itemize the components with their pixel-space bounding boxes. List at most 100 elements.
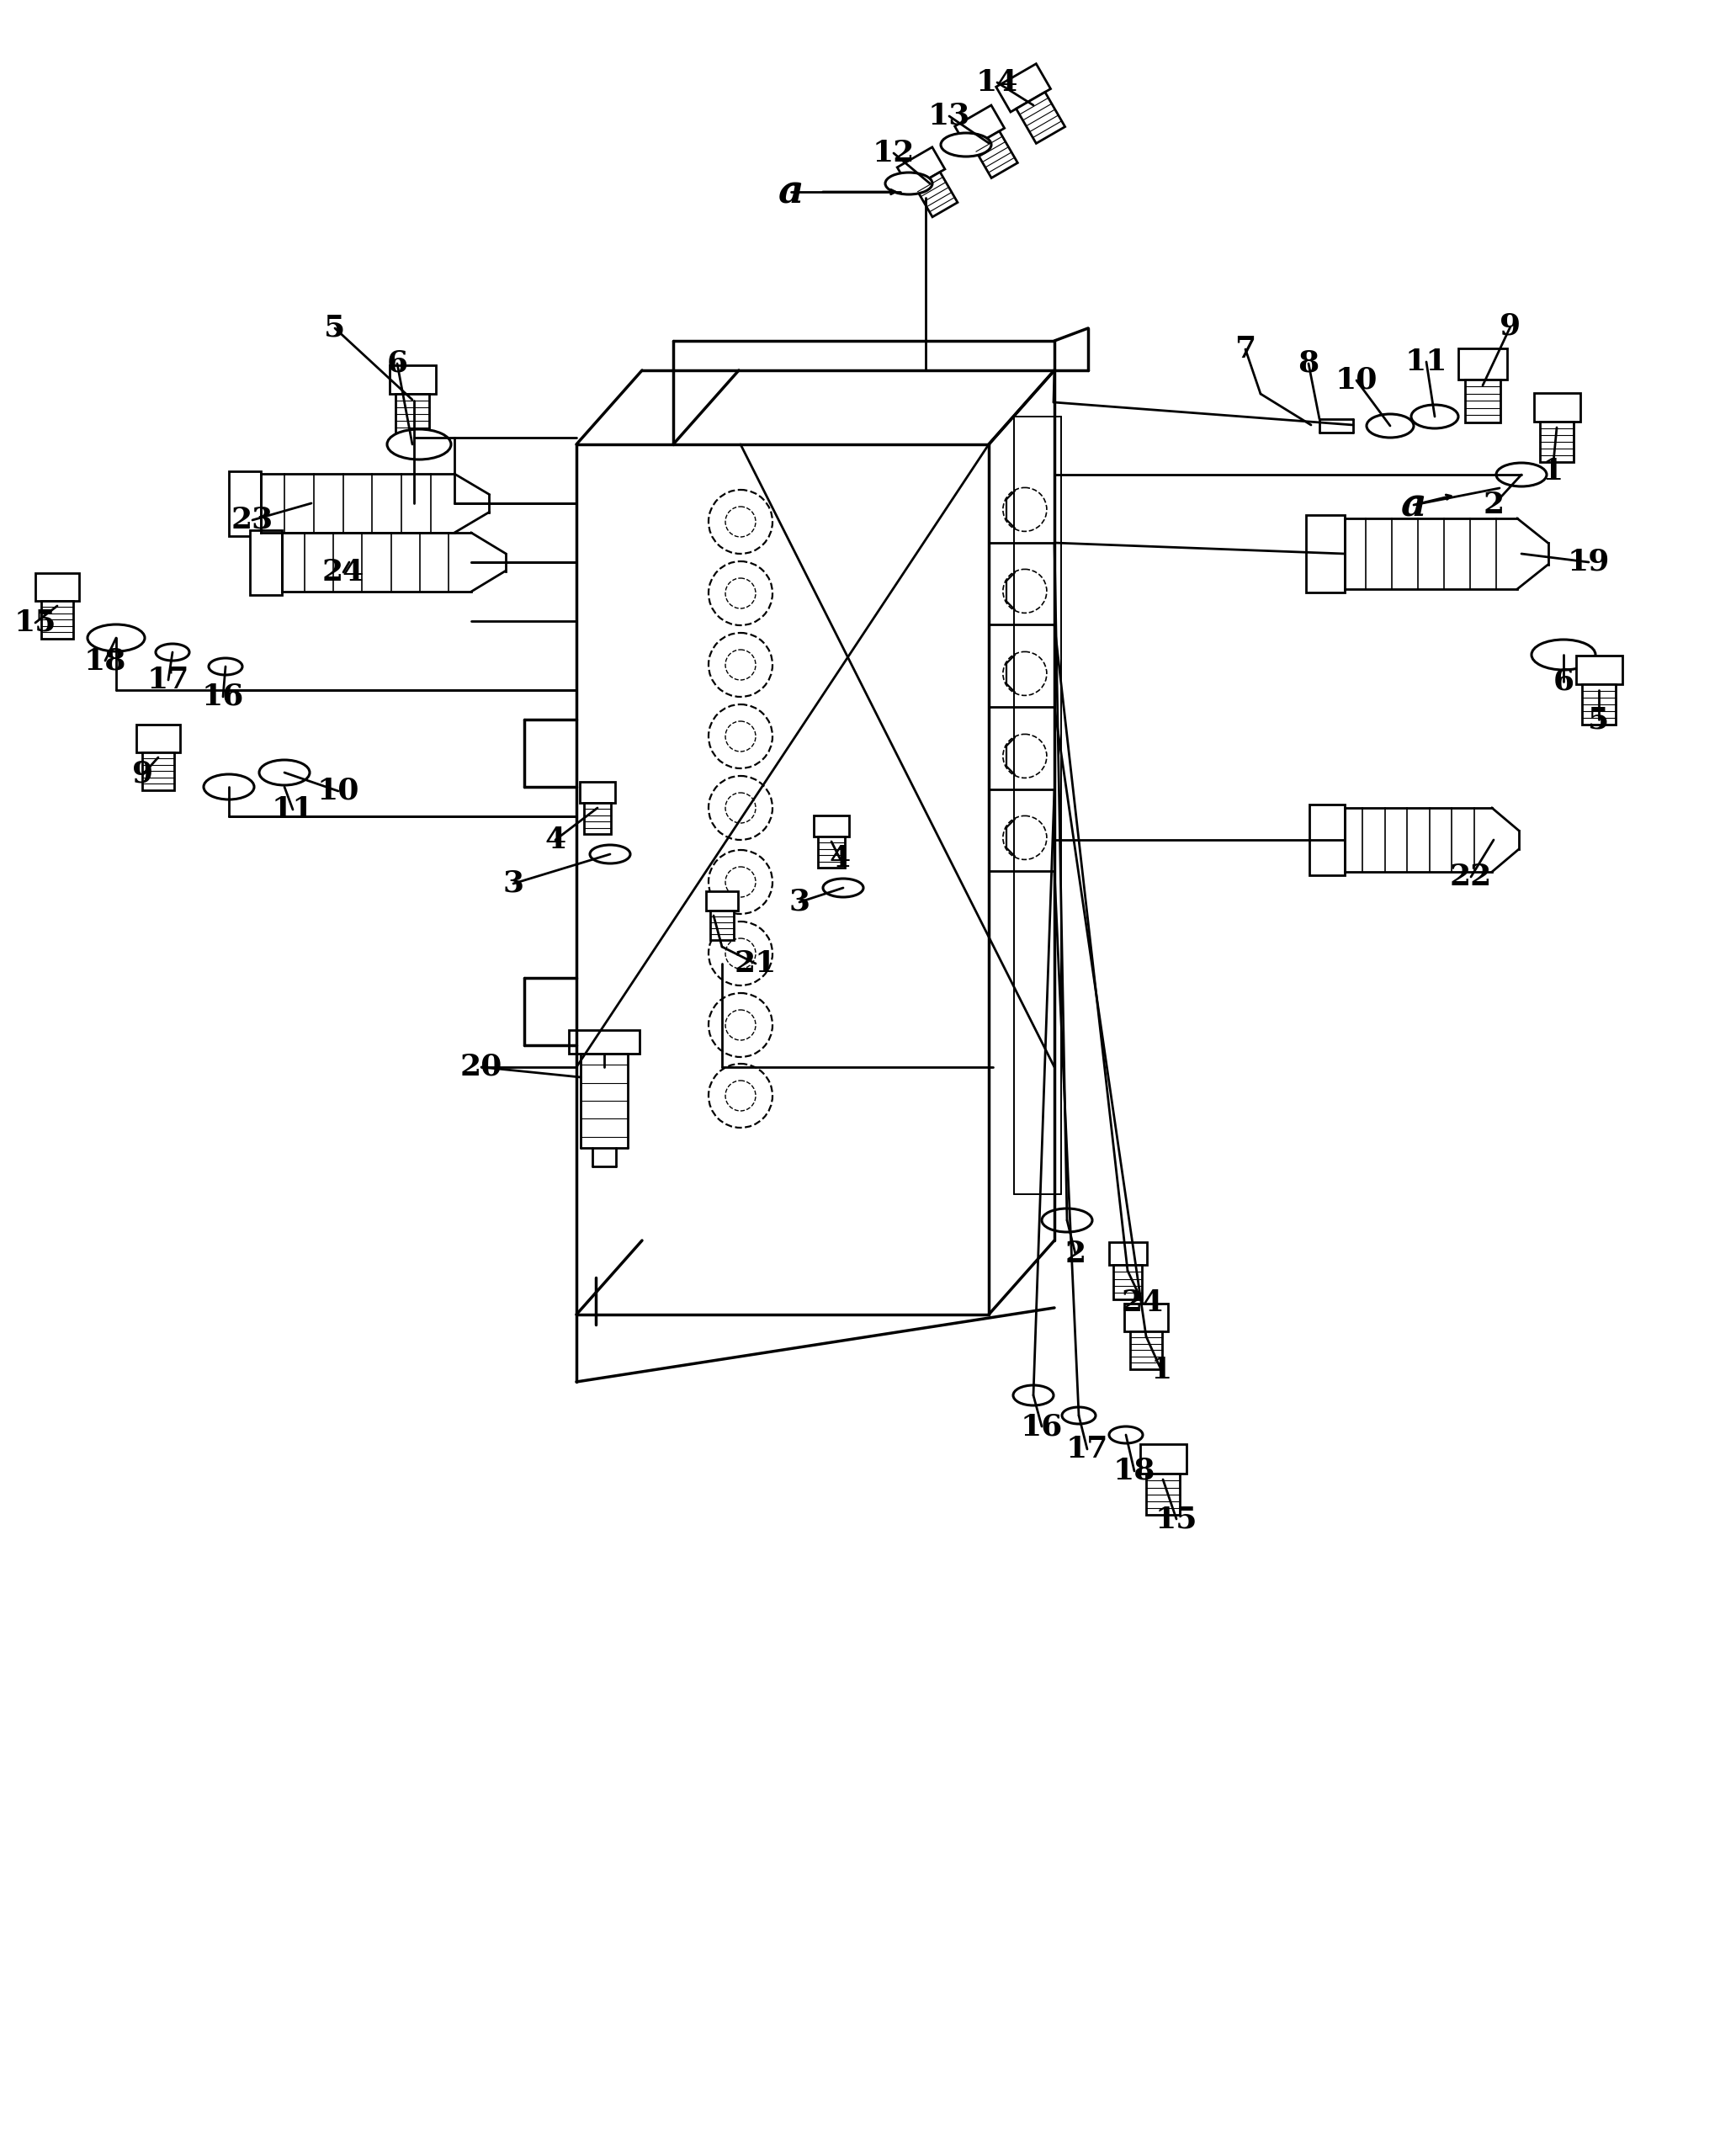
Bar	[580, 782, 615, 803]
Text: 14: 14	[976, 68, 1019, 96]
Circle shape	[726, 507, 755, 537]
Text: 7: 7	[1234, 334, 1255, 364]
Bar	[1305, 515, 1345, 592]
Bar	[585, 803, 611, 835]
Ellipse shape	[208, 658, 243, 675]
Text: 12: 12	[873, 138, 915, 168]
Text: 2: 2	[1483, 490, 1503, 520]
Bar	[1125, 1304, 1168, 1331]
Text: 6: 6	[387, 349, 408, 377]
Text: 19: 19	[1568, 547, 1609, 577]
Text: 15: 15	[1154, 1504, 1198, 1534]
Circle shape	[1003, 735, 1047, 777]
Ellipse shape	[1042, 1208, 1092, 1231]
Bar	[974, 132, 1017, 179]
Circle shape	[708, 775, 773, 839]
Text: 5: 5	[1588, 705, 1609, 735]
Text: 10: 10	[318, 777, 359, 805]
Text: 11: 11	[271, 794, 314, 824]
Text: 16: 16	[201, 682, 245, 711]
Bar	[142, 752, 174, 790]
Text: 17: 17	[1066, 1436, 1108, 1463]
Text: 1: 1	[1151, 1357, 1172, 1384]
Circle shape	[708, 850, 773, 914]
Text: 2: 2	[1064, 1240, 1087, 1267]
Text: 17: 17	[148, 667, 189, 694]
Circle shape	[708, 633, 773, 697]
Text: 24: 24	[323, 558, 365, 586]
Bar	[707, 890, 738, 912]
Ellipse shape	[259, 760, 309, 786]
Bar	[710, 912, 734, 939]
Ellipse shape	[885, 173, 932, 194]
Bar	[229, 471, 260, 535]
Bar	[1465, 379, 1500, 422]
Text: 24: 24	[1121, 1289, 1163, 1316]
Bar	[1130, 1331, 1161, 1370]
Bar	[955, 104, 1005, 149]
Text: 4: 4	[545, 826, 566, 854]
Text: 3: 3	[503, 869, 524, 899]
Text: 11: 11	[1404, 347, 1448, 377]
Text: 9: 9	[1500, 313, 1521, 341]
Circle shape	[726, 577, 755, 609]
Text: 13: 13	[929, 102, 970, 130]
Bar	[1581, 684, 1616, 724]
Circle shape	[1003, 488, 1047, 530]
Text: 5: 5	[325, 313, 345, 343]
Text: 16: 16	[1021, 1412, 1062, 1440]
Text: 3: 3	[788, 888, 811, 916]
Ellipse shape	[387, 430, 451, 460]
Circle shape	[726, 722, 755, 752]
Circle shape	[708, 922, 773, 986]
Bar	[1016, 92, 1064, 143]
Circle shape	[726, 1080, 755, 1112]
Bar	[42, 601, 73, 639]
Circle shape	[708, 1063, 773, 1127]
Bar	[1458, 349, 1507, 379]
Text: 20: 20	[460, 1052, 502, 1082]
Ellipse shape	[1014, 1384, 1054, 1406]
Ellipse shape	[823, 878, 863, 897]
Ellipse shape	[156, 643, 189, 660]
Circle shape	[708, 705, 773, 769]
Bar	[137, 724, 181, 752]
Bar	[389, 364, 436, 394]
Text: 22: 22	[1450, 863, 1491, 890]
Bar	[1109, 1242, 1146, 1265]
Ellipse shape	[87, 624, 144, 652]
Circle shape	[1003, 816, 1047, 861]
Ellipse shape	[1411, 405, 1458, 428]
Bar	[1540, 422, 1573, 462]
Ellipse shape	[1496, 462, 1547, 486]
Ellipse shape	[1531, 639, 1595, 671]
Bar	[1146, 1474, 1179, 1514]
Circle shape	[708, 562, 773, 626]
Text: 1: 1	[1542, 458, 1562, 486]
Bar	[569, 1031, 639, 1054]
Text: 18: 18	[83, 645, 127, 675]
Bar	[915, 173, 958, 217]
Bar	[35, 573, 80, 601]
Text: 18: 18	[1113, 1457, 1156, 1485]
Text: a: a	[778, 173, 804, 211]
Circle shape	[1003, 569, 1047, 613]
Ellipse shape	[941, 132, 991, 155]
Circle shape	[708, 993, 773, 1056]
Bar	[250, 530, 281, 594]
Circle shape	[726, 650, 755, 679]
Circle shape	[708, 490, 773, 554]
Bar	[818, 837, 845, 867]
Bar	[1113, 1265, 1142, 1299]
Circle shape	[726, 1010, 755, 1039]
Text: 8: 8	[1299, 349, 1319, 377]
Ellipse shape	[1109, 1427, 1142, 1444]
Bar	[1533, 394, 1580, 422]
Text: 21: 21	[734, 950, 776, 978]
Bar	[396, 394, 429, 435]
Ellipse shape	[590, 846, 630, 863]
Circle shape	[726, 939, 755, 969]
Ellipse shape	[1062, 1408, 1095, 1425]
Text: 4: 4	[830, 843, 851, 873]
Circle shape	[726, 792, 755, 822]
